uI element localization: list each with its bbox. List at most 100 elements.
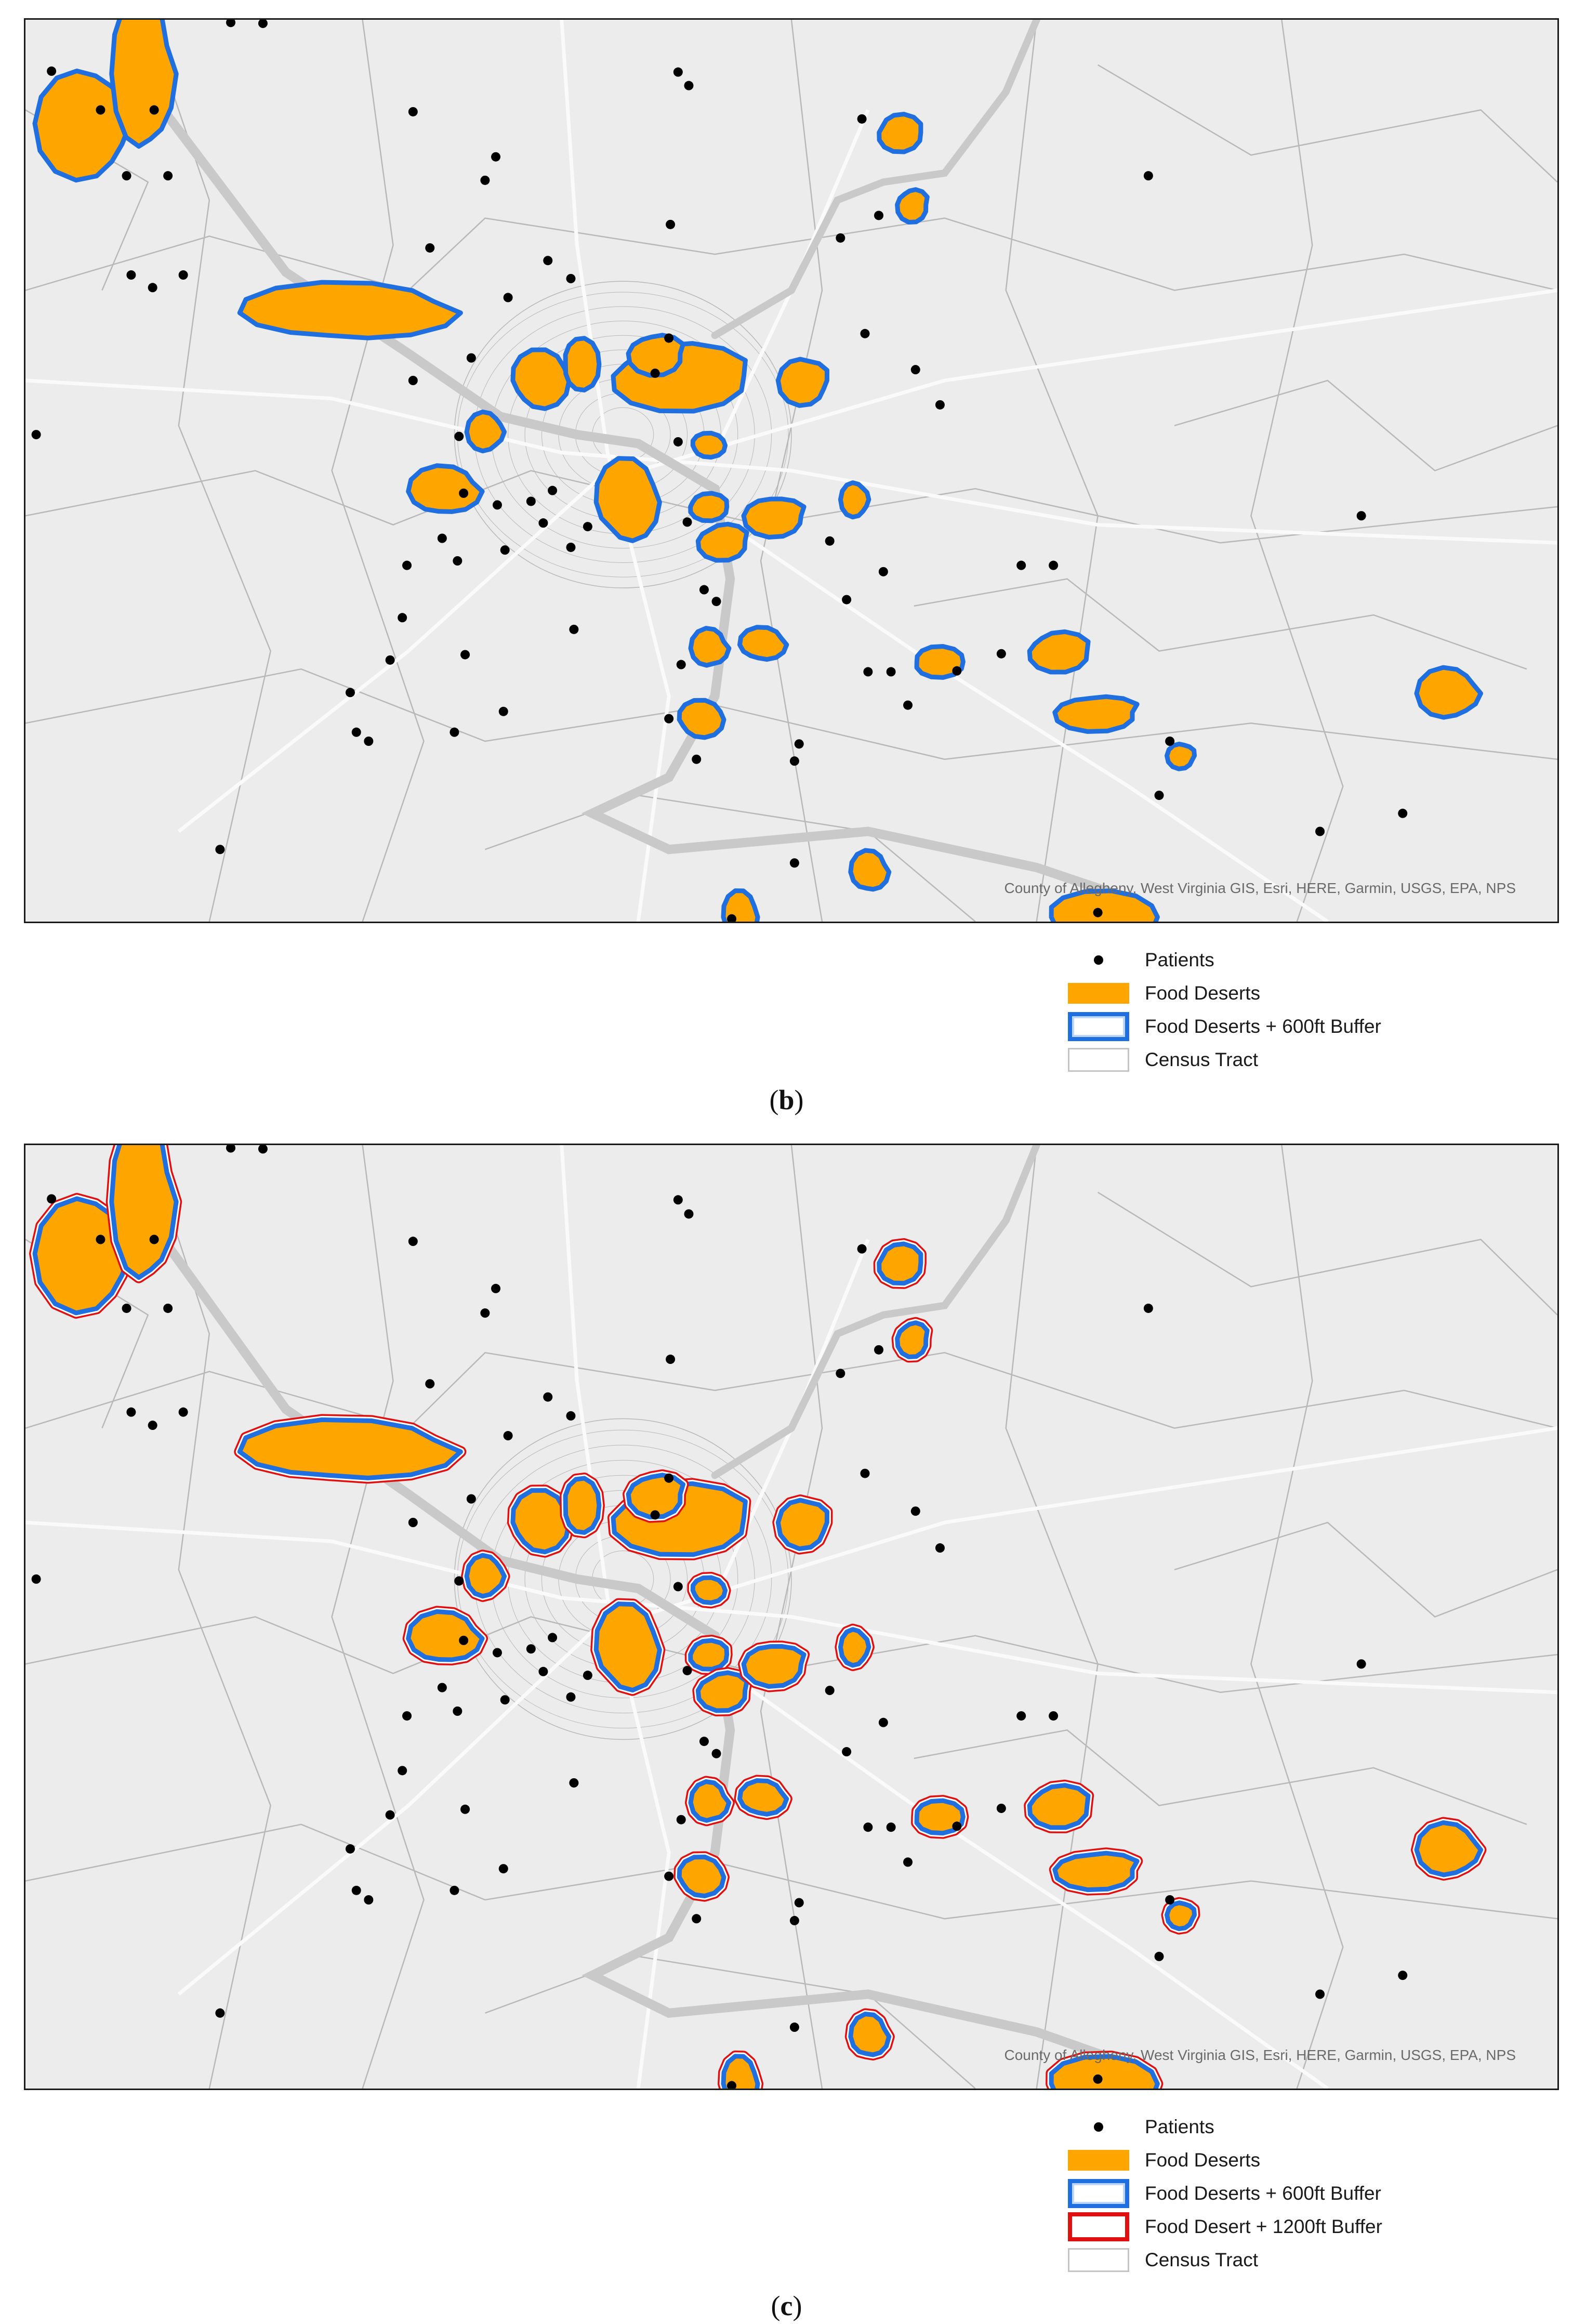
- patient-point: [789, 2023, 799, 2032]
- patient-point: [149, 105, 159, 115]
- patient-point: [215, 2008, 225, 2018]
- patient-point: [878, 1717, 888, 1727]
- food-desert-600ft-buffer: [237, 280, 463, 340]
- road: [177, 469, 609, 833]
- patient-point: [364, 1895, 374, 1905]
- food-desert-600ft-buffer: [737, 1778, 789, 1817]
- patient-point: [727, 914, 737, 922]
- patient-point: [385, 1810, 395, 1820]
- patient-point: [1315, 1989, 1325, 1999]
- patient-point: [548, 485, 558, 495]
- patient-point: [498, 1864, 508, 1874]
- panel-caption-c: (c): [771, 2290, 802, 2321]
- patient-point: [31, 1574, 41, 1584]
- legend-item-1200ft-buffer: Food Desert + 1200ft Buffer: [1068, 2210, 1382, 2243]
- river: [711, 1145, 1040, 1479]
- patient-point: [836, 1369, 845, 1378]
- patient-point: [684, 81, 694, 90]
- patient-point: [857, 114, 867, 124]
- food-desert-600ft-buffer: [688, 626, 732, 668]
- patient-point: [1093, 908, 1103, 917]
- patient-point: [910, 365, 920, 375]
- patient-point: [1356, 1659, 1366, 1669]
- patient-point: [935, 1543, 945, 1553]
- patient-point: [538, 1666, 548, 1676]
- dot-icon: [1068, 2115, 1129, 2139]
- patient-point: [666, 219, 676, 229]
- food-desert-600ft-buffer: [563, 336, 602, 392]
- legend-c: Patients Food Deserts Food Deserts + 600…: [1068, 2110, 1382, 2277]
- patient-point: [857, 1244, 867, 1254]
- patient-point: [1154, 1951, 1164, 1961]
- patient-point: [526, 1644, 536, 1654]
- patient-point: [215, 845, 225, 855]
- patient-point: [122, 1303, 131, 1313]
- food-desert-600ft-buffer: [32, 1196, 133, 1316]
- urban-tract-cluster: [454, 1418, 792, 1740]
- legend-item-600ft-buffer: Food Deserts + 600ft Buffer: [1068, 1010, 1381, 1043]
- legend-item-patients: Patients: [1068, 943, 1381, 977]
- patient-point: [345, 688, 355, 698]
- patient-point: [842, 1747, 852, 1757]
- tract-boundary: [484, 794, 976, 922]
- patient-point: [1398, 1971, 1408, 1980]
- food-desert-600ft-buffer: [1165, 1900, 1197, 1932]
- food-desert-600ft-buffer: [721, 2054, 760, 2089]
- patient-point: [178, 1407, 188, 1417]
- food-desert-600ft-buffer: [563, 1476, 602, 1535]
- patient-point: [886, 667, 896, 677]
- patient-point: [345, 1844, 355, 1854]
- patient-point: [1356, 511, 1366, 521]
- patient-point: [492, 500, 502, 510]
- patient-point: [548, 1633, 558, 1643]
- patient-point: [364, 737, 374, 746]
- patient-point: [47, 66, 57, 76]
- patient-point: [1049, 560, 1059, 570]
- food-desert-600ft-buffer: [406, 1609, 485, 1662]
- tract-boundary: [914, 1729, 1527, 1825]
- patient-point: [711, 1749, 721, 1758]
- patient-point: [863, 667, 873, 677]
- food-desert-600ft-buffer: [690, 1575, 728, 1605]
- blue-outline-swatch-icon: [1068, 2179, 1129, 2208]
- patient-point: [682, 1665, 692, 1675]
- legend-item-food-deserts: Food Deserts: [1068, 2144, 1382, 2177]
- road: [177, 1615, 609, 1996]
- tract-boundary: [331, 1145, 425, 2089]
- patient-point: [673, 437, 683, 447]
- patient-point: [1016, 1711, 1026, 1721]
- food-desert-600ft-buffer: [109, 20, 179, 149]
- patient-point: [711, 597, 721, 607]
- legend-item-patients: Patients: [1068, 2110, 1382, 2144]
- river: [711, 20, 1040, 339]
- food-desert-600ft-buffer: [593, 1601, 662, 1693]
- patient-point: [437, 533, 447, 543]
- road: [638, 288, 1557, 472]
- patient-point: [466, 353, 476, 363]
- food-desert-600ft-buffer: [1414, 1820, 1483, 1877]
- patient-point: [503, 1431, 513, 1441]
- food-desert-600ft-buffer: [1052, 694, 1140, 734]
- food-desert-600ft-buffer: [1027, 629, 1091, 675]
- patient-point: [178, 270, 188, 280]
- food-desert-600ft-buffer: [1414, 665, 1483, 720]
- food-desert-600ft-buffer: [877, 1241, 923, 1286]
- patient-point: [466, 1494, 476, 1504]
- patient-point: [566, 1692, 576, 1702]
- patient-point: [794, 739, 804, 749]
- food-desert-600ft-buffer: [895, 1320, 930, 1359]
- patient-point: [148, 1421, 157, 1430]
- patient-point: [454, 431, 464, 441]
- food-desert-600ft-buffer: [688, 1779, 732, 1823]
- patient-point: [664, 333, 674, 343]
- patient-point: [794, 1898, 804, 1908]
- patient-point: [666, 1355, 676, 1364]
- patient-point: [398, 1766, 407, 1776]
- patient-point: [789, 756, 799, 766]
- tract-boundary: [331, 20, 425, 922]
- patient-point: [460, 650, 470, 660]
- patient-point: [664, 1871, 674, 1881]
- patient-point: [825, 1686, 835, 1696]
- food-desert-600ft-buffer: [464, 409, 507, 454]
- patient-point: [692, 754, 702, 764]
